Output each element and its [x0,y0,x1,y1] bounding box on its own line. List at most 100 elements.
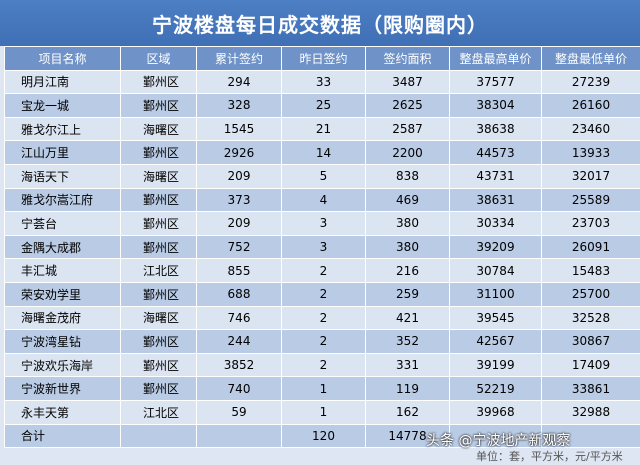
cumulative-signed-cell: 328 [196,93,282,118]
max-price-cell: 31100 [449,281,542,307]
table-row: 金隅大成郡 鄞州区 752 3 380 39209 26091 [4,234,640,260]
cumulative-signed-cell: 373 [196,187,282,213]
signed-area-cell: 2625 [365,93,450,118]
total-yesterday-cell: 120 [281,423,366,449]
project-name-cell: 金隅大成郡 [4,234,121,260]
project-name-cell: 宁波湾星钻 [4,329,121,354]
district-cell: 鄞州区 [120,352,197,378]
yesterday-signed-cell: 2 [281,352,366,378]
district-cell: 鄞州区 [120,211,197,236]
yesterday-signed-cell: 4 [281,187,366,213]
project-name-cell: 海曙金茂府 [4,305,121,331]
district-cell: 鄞州区 [120,93,197,118]
total-district-cell [120,423,197,449]
project-name-cell: 宁波新世界 [4,376,121,401]
table-row: 永丰天第 江北区 59 1 162 39968 32988 [4,399,640,425]
yesterday-signed-cell: 3 [281,234,366,260]
max-price-cell: 43731 [449,163,542,189]
max-price-cell: 30784 [449,258,542,283]
max-price-cell: 39209 [449,234,542,260]
table-row: 荣安劝学里 鄞州区 688 2 259 31100 25700 [4,281,640,307]
header-row: 项目名称 区域 累计签约 昨日签约 签约面积 整盘最高单价 整盘最低单价 [4,46,640,71]
max-price-cell: 37577 [449,69,542,95]
min-price-cell: 27239 [541,69,640,95]
signed-area-cell: 352 [365,329,450,354]
max-price-cell: 38304 [449,93,542,118]
district-cell: 江北区 [120,399,197,425]
header-min-price: 整盘最低单价 [541,46,640,71]
min-price-cell: 32017 [541,163,640,189]
max-price-cell: 39545 [449,305,542,331]
signed-area-cell: 380 [365,234,450,260]
project-name-cell: 雅戈尔江上 [4,116,121,142]
min-price-cell: 33861 [541,376,640,401]
header-area: 签约面积 [365,46,450,71]
signed-area-cell: 838 [365,163,450,189]
yesterday-signed-cell: 5 [281,163,366,189]
yesterday-signed-cell: 33 [281,69,366,95]
yesterday-signed-cell: 2 [281,258,366,283]
max-price-cell: 52219 [449,376,542,401]
min-price-cell: 23460 [541,116,640,142]
cumulative-signed-cell: 740 [196,376,282,401]
district-cell: 鄞州区 [120,234,197,260]
cumulative-signed-cell: 752 [196,234,282,260]
signed-area-cell: 2200 [365,140,450,165]
total-label-cell: 合计 [4,423,121,449]
table-row: 丰汇城 江北区 855 2 216 30784 15483 [4,258,640,283]
yesterday-signed-cell: 3 [281,211,366,236]
cumulative-signed-cell: 746 [196,305,282,331]
min-price-cell: 26160 [541,93,640,118]
district-cell: 海曙区 [120,305,197,331]
table-row: 宁波湾星钻 鄞州区 244 2 352 42567 30867 [4,329,640,354]
total-max-cell [449,423,542,449]
table-row: 江山万里 鄞州区 2926 14 2200 44573 13933 [4,140,640,165]
project-name-cell: 雅戈尔嵩江府 [4,187,121,213]
cumulative-signed-cell: 244 [196,329,282,354]
project-name-cell: 明月江南 [4,69,121,95]
signed-area-cell: 2587 [365,116,450,142]
max-price-cell: 30334 [449,211,542,236]
min-price-cell: 13933 [541,140,640,165]
project-name-cell: 宁荟台 [4,211,121,236]
max-price-cell: 44573 [449,140,542,165]
yesterday-signed-cell: 25 [281,93,366,118]
page-title: 宁波楼盘每日成交数据（限购圈内） [0,0,640,46]
cumulative-signed-cell: 3852 [196,352,282,378]
signed-area-cell: 259 [365,281,450,307]
total-cumulative-cell [196,423,282,449]
yesterday-signed-cell: 1 [281,376,366,401]
sales-table: 项目名称 区域 累计签约 昨日签约 签约面积 整盘最高单价 整盘最低单价 明月江… [4,46,640,449]
yesterday-signed-cell: 14 [281,140,366,165]
total-row: 合计 120 14778 [4,423,640,449]
district-cell: 鄞州区 [120,187,197,213]
district-cell: 海曙区 [120,116,197,142]
min-price-cell: 25589 [541,187,640,213]
signed-area-cell: 421 [365,305,450,331]
district-cell: 鄞州区 [120,281,197,307]
cumulative-signed-cell: 209 [196,163,282,189]
header-cumulative: 累计签约 [196,46,282,71]
district-cell: 鄞州区 [120,69,197,95]
signed-area-cell: 380 [365,211,450,236]
cumulative-signed-cell: 1545 [196,116,282,142]
district-cell: 鄞州区 [120,376,197,401]
max-price-cell: 38638 [449,116,542,142]
table-row: 海语天下 海曙区 209 5 838 43731 32017 [4,163,640,189]
cumulative-signed-cell: 2926 [196,140,282,165]
cumulative-signed-cell: 688 [196,281,282,307]
min-price-cell: 32988 [541,399,640,425]
table-row: 海曙金茂府 海曙区 746 2 421 39545 32528 [4,305,640,331]
max-price-cell: 42567 [449,329,542,354]
min-price-cell: 26091 [541,234,640,260]
project-name-cell: 永丰天第 [4,399,121,425]
yesterday-signed-cell: 21 [281,116,366,142]
table-body: 明月江南 鄞州区 294 33 3487 37577 27239 宝龙一城 鄞州区 328 25 26… [4,69,640,449]
min-price-cell: 15483 [541,258,640,283]
table-row: 宁荟台 鄞州区 209 3 380 30334 23703 [4,211,640,236]
signed-area-cell: 162 [365,399,450,425]
table-row: 宁波欢乐海岸 鄞州区 3852 2 331 39199 17409 [4,352,640,378]
min-price-cell: 25700 [541,281,640,307]
cumulative-signed-cell: 294 [196,69,282,95]
total-min-cell [541,423,640,449]
